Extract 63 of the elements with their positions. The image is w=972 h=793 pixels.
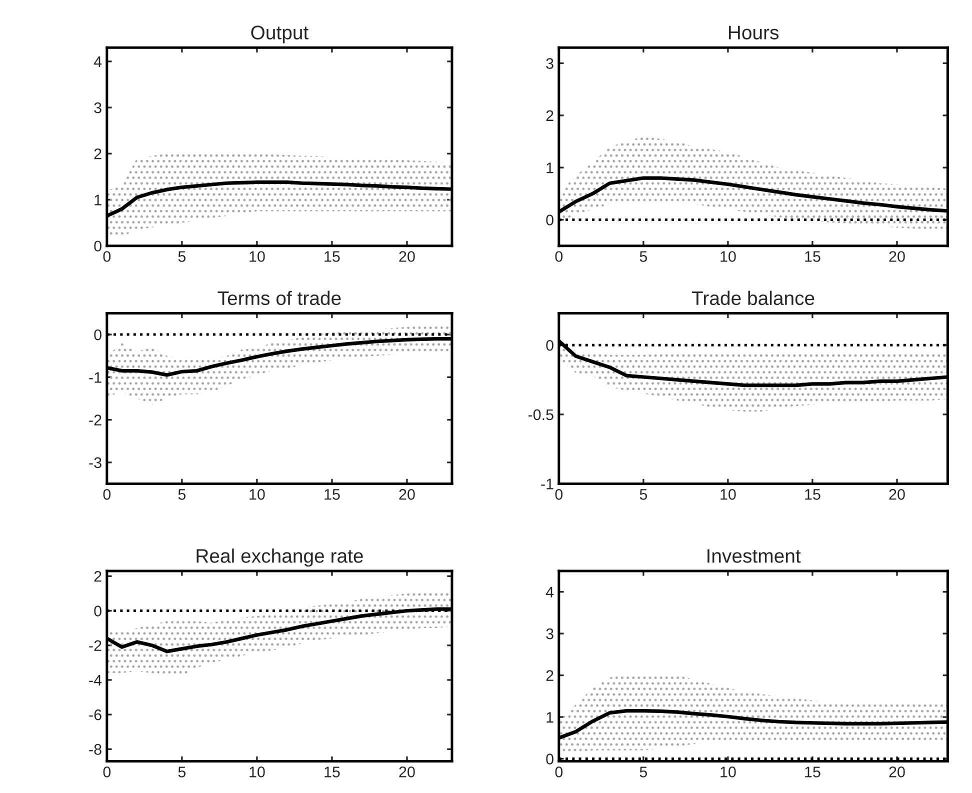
y-tick-label: 0 [94,329,102,340]
x-tick-label: 0 [555,766,563,778]
x-tick-label: 10 [250,488,265,500]
x-tick-label: 15 [324,251,340,262]
x-tick-label: 10 [720,488,736,500]
x-tick-label: 0 [103,251,111,262]
y-tick-label: 3 [94,102,102,114]
x-tick-label: 5 [640,251,648,262]
chart-title: Terms of trade [218,290,341,306]
y-tick-label: -0.5 [528,409,554,420]
x-tick-label: 10 [720,251,736,262]
y-tick-label: -8 [89,744,102,755]
y-tick-label: 0 [94,606,102,616]
x-tick-label: 5 [178,766,186,778]
y-tick-label: -1 [541,478,554,490]
x-tick-label: 10 [250,251,265,262]
y-tick-label: 0 [546,340,554,351]
x-tick-label: 15 [805,251,820,262]
y-tick-label: 1 [546,712,554,723]
x-tick-label: 0 [555,488,563,500]
x-tick-label: 0 [555,251,563,262]
chart-title: Hours [728,26,779,40]
y-tick-label: 2 [546,110,554,121]
chart-title: Trade balance [692,290,814,306]
y-tick-label: 1 [94,194,102,206]
y-tick-label: -4 [89,674,102,686]
y-tick-label: -1 [89,372,102,383]
y-tick-label: -6 [89,709,102,720]
x-tick-label: 5 [178,251,186,262]
chart-title: Investment [708,549,801,563]
chart-title: Output [251,26,308,44]
x-tick-label: 15 [805,766,820,778]
x-tick-label: 20 [889,766,905,778]
x-tick-label: 15 [324,766,340,778]
x-tick-label: 15 [805,489,820,500]
x-tick-label: 0 [103,766,111,778]
y-tick-label: 2 [546,670,554,681]
x-tick-label: 20 [399,766,415,778]
y-tick-label: 4 [94,56,102,67]
y-tick-label: 2 [94,148,102,160]
x-tick-label: 5 [640,489,648,500]
y-tick-label: 2 [94,571,102,582]
x-tick-label: 5 [178,489,186,500]
y-tick-label: -2 [89,640,102,651]
x-tick-label: 15 [324,489,340,500]
x-tick-label: 0 [103,488,111,500]
y-tick-label: -3 [89,457,102,468]
y-tick-label: 0 [546,754,554,764]
y-tick-label: 1 [546,162,554,174]
x-tick-label: 20 [399,251,415,262]
y-tick-label: -2 [89,414,102,426]
y-tick-label: 4 [546,586,554,598]
x-tick-label: 20 [889,488,905,500]
x-tick-label: 5 [640,766,648,778]
x-tick-label: 10 [250,766,265,778]
x-tick-label: 20 [889,251,905,262]
y-tick-label: 0 [94,240,102,252]
y-tick-label: 0 [546,214,554,226]
x-tick-label: 10 [720,766,736,778]
chart-title: Real exchange rate [196,548,363,567]
y-tick-label: 3 [546,628,554,640]
y-tick-label: 3 [546,58,554,69]
x-tick-label: 20 [399,488,415,500]
